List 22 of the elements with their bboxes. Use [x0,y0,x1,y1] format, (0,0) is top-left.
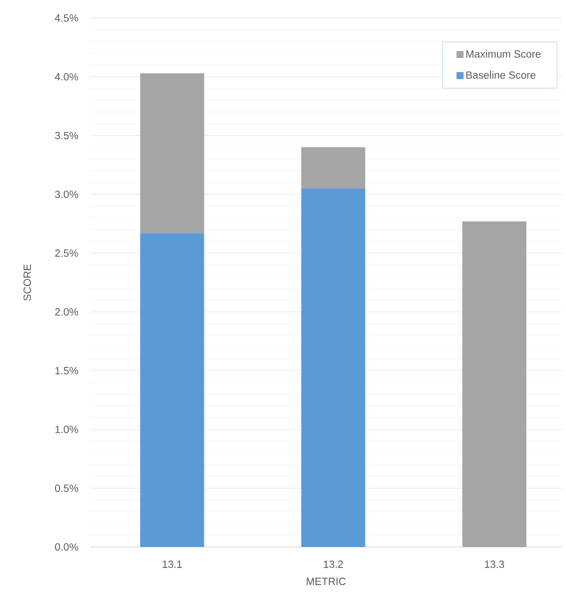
bar [140,73,204,234]
y-tick-label: 3.5% [55,132,78,140]
legend-label: Baseline Score [466,71,536,79]
y-tick-label: 1.5% [55,366,78,374]
y-tick-label: 0.5% [55,484,78,492]
y-tick-label: 0.0% [55,543,78,551]
bar [462,221,526,547]
y-tick-label: 4.5% [54,14,78,22]
x-tick-label: 13.3 [484,560,504,568]
y-tick-label: 4.0% [54,73,78,80]
x-axis-title: METRIC [306,578,346,586]
bar [140,233,204,547]
y-tick-label: 1.0% [55,426,78,434]
y-tick-label: 2.5% [55,249,78,257]
bar [301,147,366,188]
bar [301,188,366,547]
x-tick-label: 13.1 [162,560,182,568]
y-axis-title: SCORE [24,264,31,301]
legend-label: Maximum Score [466,50,541,58]
x-tick-label: 13.2 [324,560,343,568]
y-tick-label: 2.0% [55,308,78,316]
y-tick-label: 3.0% [55,190,78,198]
